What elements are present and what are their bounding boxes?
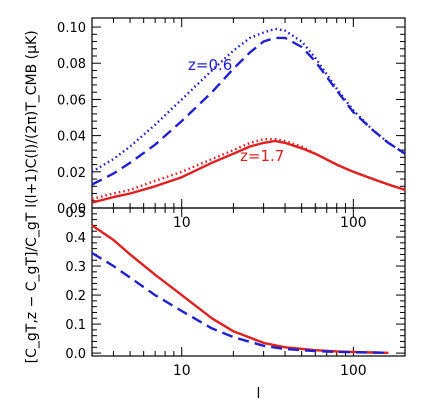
x-tick-label: 100: [340, 363, 367, 379]
series-line-2: [91, 138, 406, 201]
x-tick-label: 10: [173, 215, 191, 231]
y-tick-label: 0.4: [65, 231, 86, 246]
series-line-1: [91, 251, 389, 354]
y-tick-label: 0.2: [65, 289, 86, 304]
x-tick-label: 10: [173, 363, 191, 379]
y-axis-label: [C_gT,z − C_gT]/C_gT: [24, 212, 40, 363]
y-tick-label: 0.04: [57, 130, 86, 145]
x-axis-label: l: [257, 386, 261, 402]
series-line-0: [91, 27, 406, 173]
y-tick-label: 0.08: [57, 57, 86, 72]
series-annotation: z=1.7: [240, 147, 284, 165]
series-line-3: [91, 139, 406, 204]
plot-frame: [91, 207, 406, 357]
y-tick-label: 0.0: [65, 347, 86, 362]
y-tick-label: 0.06: [57, 93, 86, 108]
y-tick-label: 0.02: [57, 166, 86, 181]
y-tick-label: 0.3: [65, 260, 86, 275]
bottom-panel: 10 100 0.0 0.1 0.2 0.3 0.4 0.5 [C_gT,z − C_gT]/C…: [24, 206, 406, 402]
series-line-0: [91, 224, 389, 354]
top-panel: 10 100 0.00 0.02 0.04 0.06 0.08 0.10 l(l+1)C(l)/…: [24, 17, 406, 231]
y-tick-label: 0.10: [57, 21, 86, 36]
y-tick-label: 0.1: [65, 318, 86, 333]
series-line-1: [91, 36, 406, 186]
y-axis-label: l(l+1)C(l)/(2π)T_CMB (μK): [24, 30, 40, 207]
plot-frame: [91, 17, 406, 209]
series-annotation: z=0.6: [188, 56, 232, 74]
y-tick-label: 0.00: [57, 202, 86, 217]
x-tick-label: 100: [340, 215, 367, 231]
y-tick-label: 0.5: [65, 206, 86, 221]
